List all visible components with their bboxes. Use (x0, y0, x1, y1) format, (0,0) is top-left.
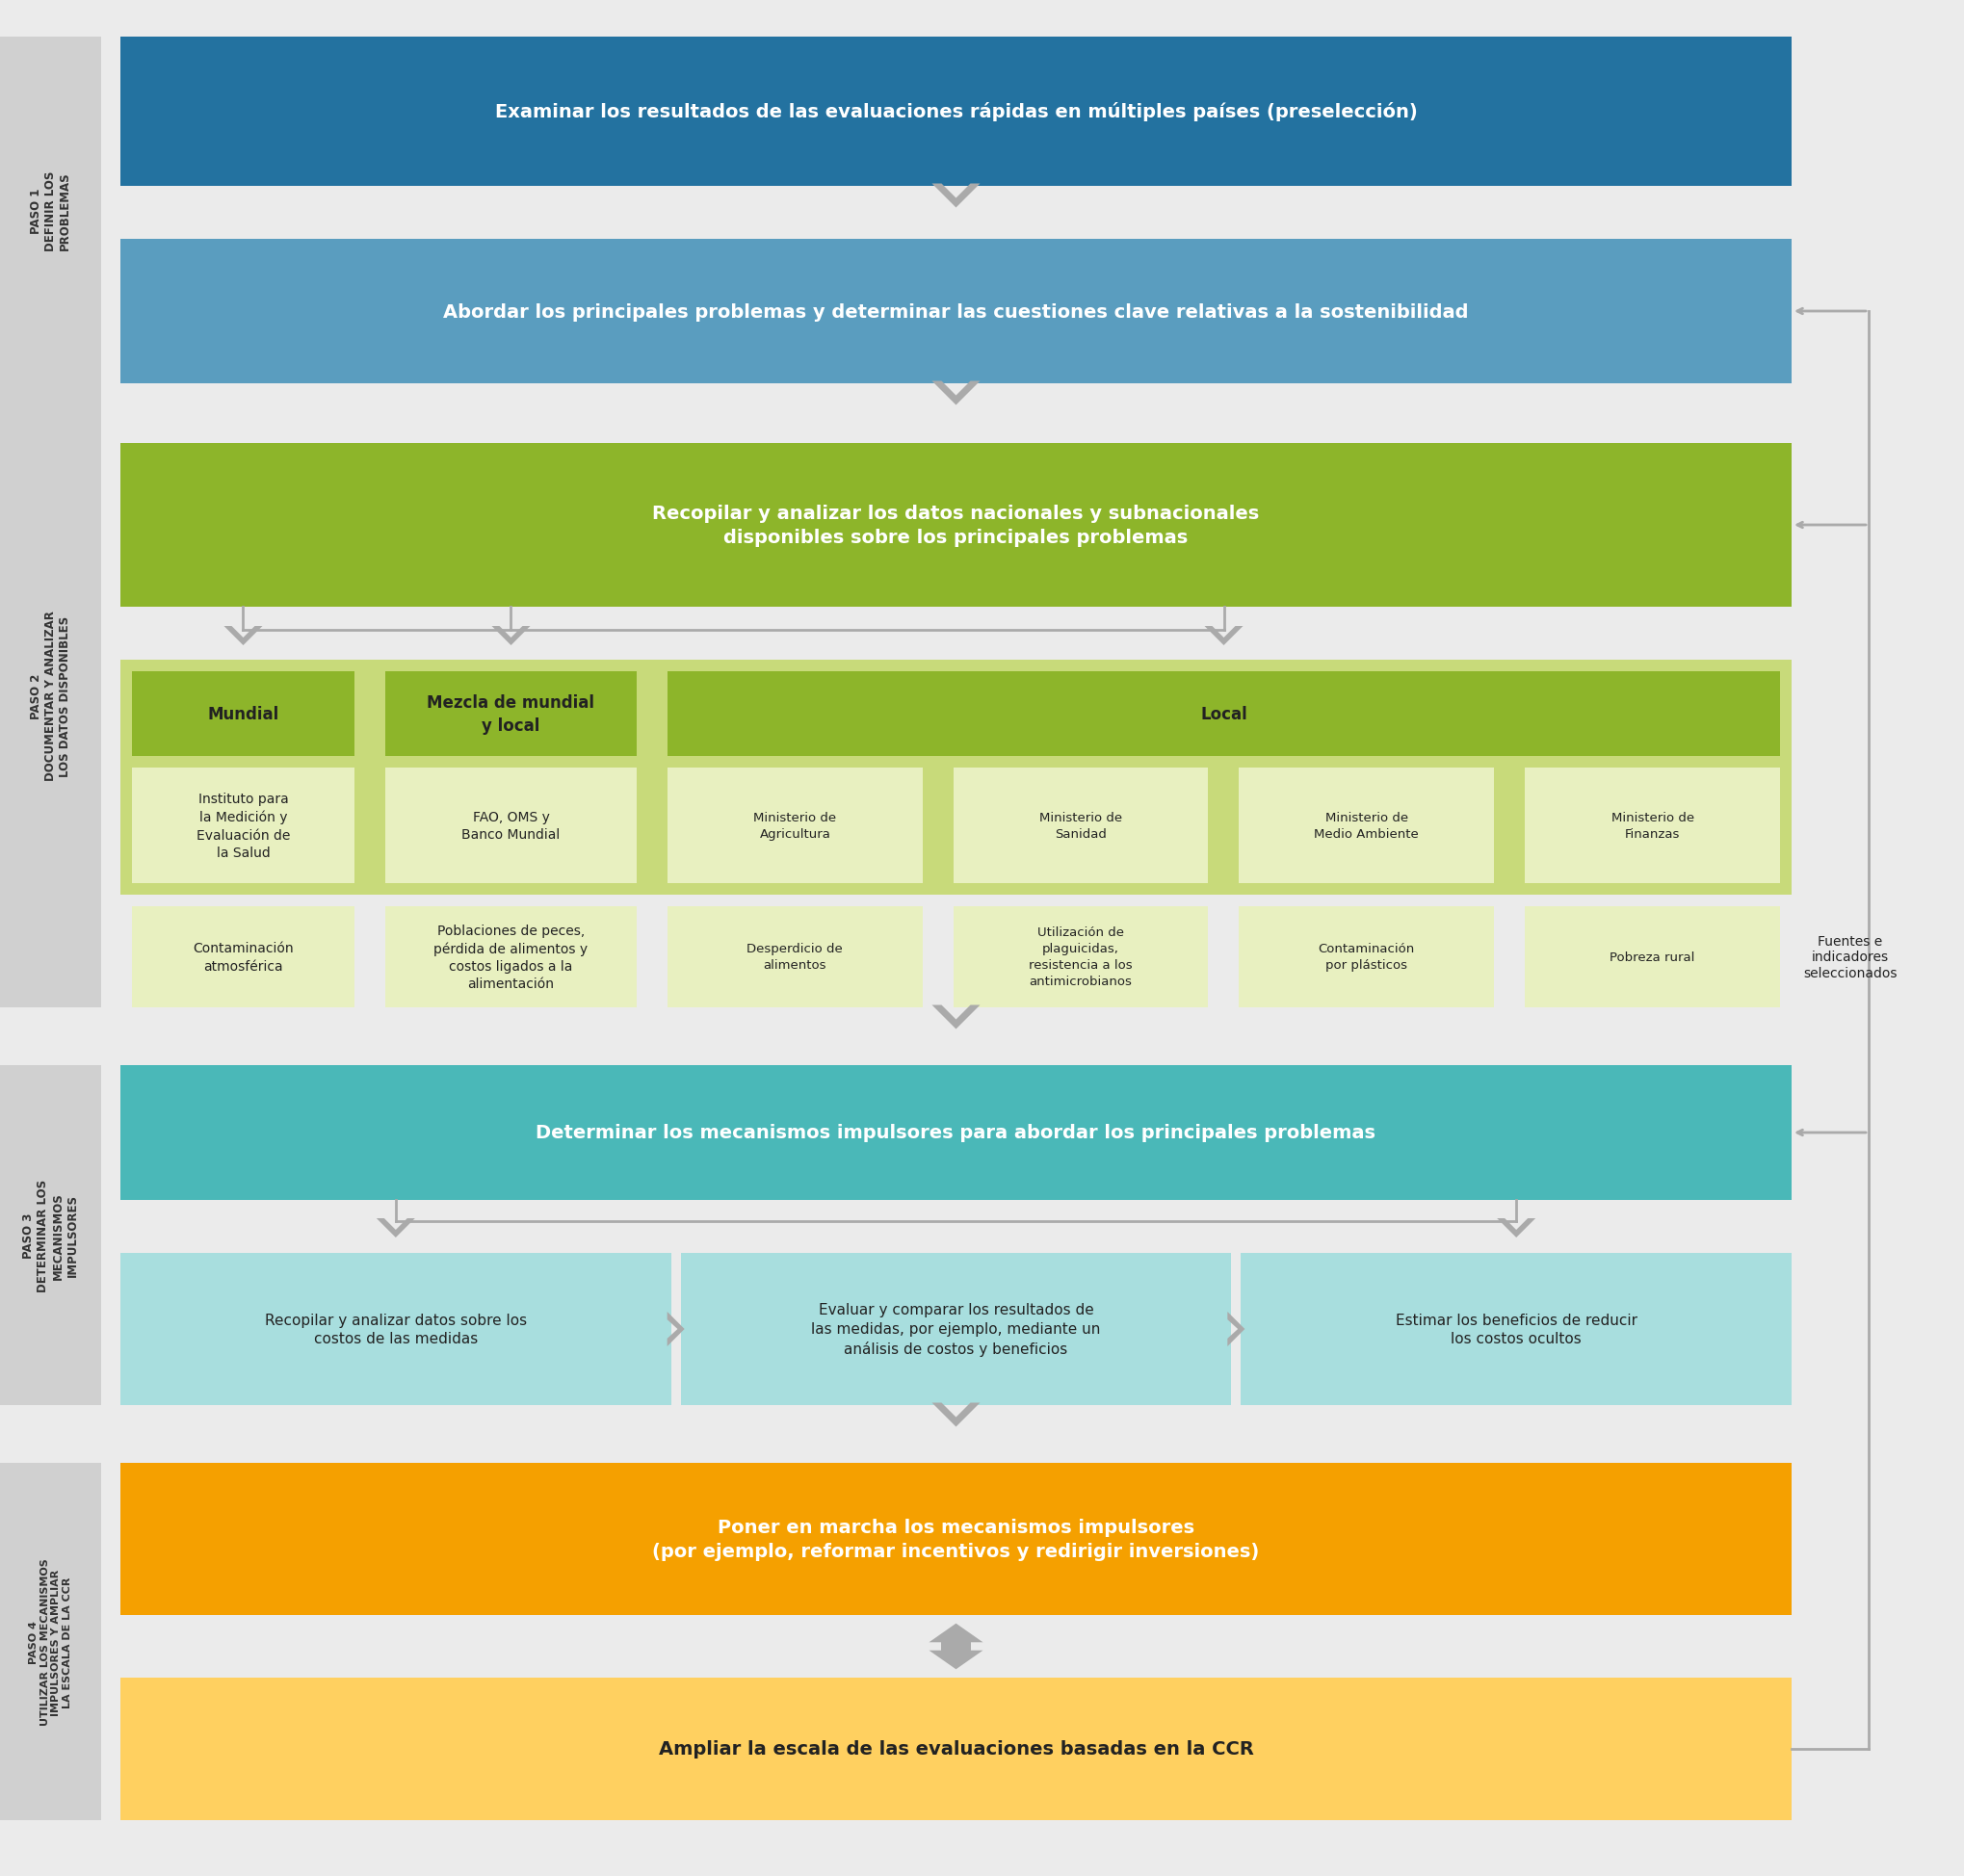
Text: Poner en marcha los mecanismos impulsores
(por ejemplo, reformar incentivos y re: Poner en marcha los mecanismos impulsore… (652, 1518, 1259, 1561)
Text: Ampliar la escala de las evaluaciones basadas en la CCR: Ampliar la escala de las evaluaciones ba… (658, 1739, 1253, 1758)
Text: Pobreza rural: Pobreza rural (1610, 951, 1695, 964)
Text: Abordar los principales problemas y determinar las cuestiones clave relativas a : Abordar los principales problemas y dete… (444, 302, 1469, 321)
Text: Estimar los beneficios de reducir
los costos ocultos: Estimar los beneficios de reducir los co… (1394, 1313, 1638, 1345)
Text: Mezcla de mundial
y local: Mezcla de mundial y local (428, 694, 595, 734)
FancyBboxPatch shape (0, 1463, 100, 1820)
FancyBboxPatch shape (668, 906, 923, 1007)
FancyBboxPatch shape (132, 906, 354, 1007)
Text: Utilización de
plaguicidas,
resistencia a los
antimicrobianos: Utilización de plaguicidas, resistencia … (1029, 927, 1133, 989)
Polygon shape (931, 1403, 980, 1428)
Polygon shape (1497, 1219, 1536, 1238)
FancyBboxPatch shape (668, 672, 1779, 756)
FancyBboxPatch shape (132, 767, 354, 884)
FancyBboxPatch shape (668, 767, 923, 884)
Text: Contaminación
por plásticos: Contaminación por plásticos (1318, 944, 1414, 972)
FancyBboxPatch shape (120, 1253, 672, 1405)
FancyBboxPatch shape (120, 1463, 1791, 1615)
Text: Local: Local (1200, 705, 1247, 722)
Text: Fuentes e
indicadores
seleccionados: Fuentes e indicadores seleccionados (1803, 934, 1897, 979)
Text: Ministerio de
Medio Ambiente: Ministerio de Medio Ambiente (1314, 812, 1420, 840)
FancyBboxPatch shape (385, 906, 636, 1007)
FancyBboxPatch shape (0, 385, 100, 1007)
FancyBboxPatch shape (132, 672, 354, 756)
Text: Contaminación
atmosférica: Contaminación atmosférica (192, 942, 293, 974)
FancyBboxPatch shape (120, 240, 1791, 385)
FancyBboxPatch shape (1524, 767, 1779, 884)
Text: Desperdicio de
alimentos: Desperdicio de alimentos (746, 944, 843, 972)
FancyBboxPatch shape (0, 38, 100, 385)
FancyBboxPatch shape (1241, 1253, 1791, 1405)
FancyBboxPatch shape (120, 445, 1791, 608)
Text: PASO 3
DETERMINAR LOS
MECANISMOS
IMPULSORES: PASO 3 DETERMINAR LOS MECANISMOS IMPULSO… (24, 1178, 79, 1293)
Text: Instituto para
la Medición y
Evaluación de
la Salud: Instituto para la Medición y Evaluación … (196, 792, 291, 859)
Text: Recopilar y analizar los datos nacionales y subnacionales
disponibles sobre los : Recopilar y analizar los datos nacionale… (652, 505, 1259, 546)
Polygon shape (1204, 627, 1243, 645)
Text: Recopilar y analizar datos sobre los
costos de las medidas: Recopilar y analizar datos sobre los cos… (265, 1313, 526, 1345)
FancyBboxPatch shape (1239, 767, 1495, 884)
Text: Evaluar y comparar los resultados de
las medidas, por ejemplo, mediante un
análi: Evaluar y comparar los resultados de las… (811, 1302, 1100, 1356)
Text: FAO, OMS y
Banco Mundial: FAO, OMS y Banco Mundial (462, 810, 560, 842)
FancyBboxPatch shape (0, 1066, 100, 1405)
Text: PASO 2
DOCUMENTAR Y ANALIZAR
LOS DATOS DISPONIBLES: PASO 2 DOCUMENTAR Y ANALIZAR LOS DATOS D… (29, 612, 71, 780)
FancyBboxPatch shape (1524, 906, 1779, 1007)
FancyBboxPatch shape (385, 672, 636, 756)
FancyBboxPatch shape (682, 1253, 1231, 1405)
Text: PASO 4
UTILIZAR LOS MECANISMOS
IMPULSORES Y AMPLIAR
LA ESCALA DE LA CCR: PASO 4 UTILIZAR LOS MECANISMOS IMPULSORE… (29, 1557, 73, 1726)
FancyBboxPatch shape (120, 38, 1791, 188)
Polygon shape (929, 1642, 982, 1670)
FancyBboxPatch shape (385, 767, 636, 884)
Polygon shape (931, 184, 980, 208)
Polygon shape (929, 1623, 982, 1651)
Text: Ministerio de
Agricultura: Ministerio de Agricultura (754, 812, 837, 840)
Text: Examinar los resultados de las evaluaciones rápidas en múltiples países (presele: Examinar los resultados de las evaluacio… (495, 103, 1418, 122)
FancyBboxPatch shape (120, 1677, 1791, 1820)
Text: Mundial: Mundial (208, 705, 279, 722)
Text: PASO 1
DEFINIR LOS
PROBLEMAS: PASO 1 DEFINIR LOS PROBLEMAS (29, 171, 71, 251)
FancyBboxPatch shape (1239, 906, 1495, 1007)
Polygon shape (668, 1311, 685, 1347)
Polygon shape (377, 1219, 414, 1238)
Text: Poblaciones de peces,
pérdida de alimentos y
costos ligados a la
alimentación: Poblaciones de peces, pérdida de aliment… (434, 923, 587, 991)
Polygon shape (931, 1006, 980, 1030)
FancyBboxPatch shape (953, 906, 1208, 1007)
FancyBboxPatch shape (953, 767, 1208, 884)
Text: Ministerio de
Finanzas: Ministerio de Finanzas (1610, 812, 1695, 840)
FancyBboxPatch shape (120, 660, 1791, 895)
Polygon shape (224, 627, 263, 645)
Polygon shape (1228, 1311, 1245, 1347)
Polygon shape (491, 627, 530, 645)
Text: Determinar los mecanismos impulsores para abordar los principales problemas: Determinar los mecanismos impulsores par… (536, 1124, 1377, 1142)
Polygon shape (931, 381, 980, 405)
Text: Ministerio de
Sanidad: Ministerio de Sanidad (1039, 812, 1121, 840)
FancyBboxPatch shape (120, 1066, 1791, 1201)
